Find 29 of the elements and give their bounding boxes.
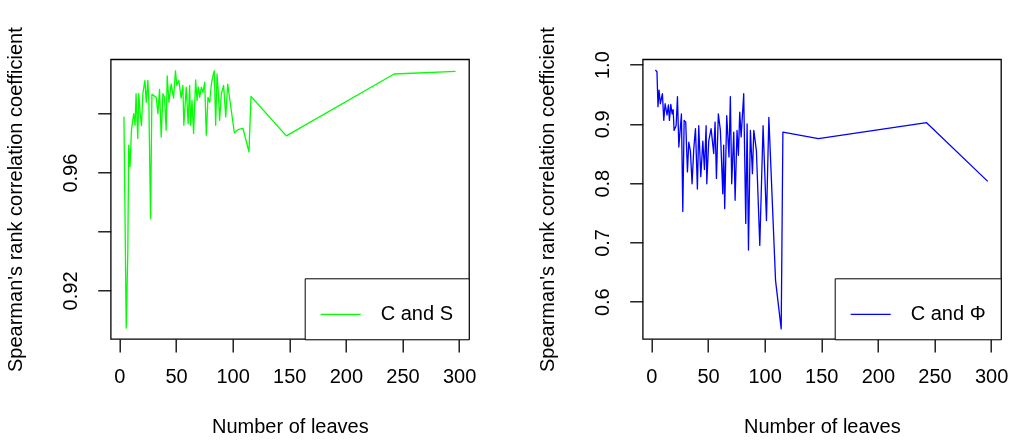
x-tick-label: 200 <box>329 364 364 387</box>
line-series <box>654 69 989 330</box>
x-tick-label: 150 <box>805 364 839 387</box>
y-axis-title: Spearman's rank correlation coefficient <box>536 26 559 373</box>
y-tick-label: 0.7 <box>591 229 614 257</box>
x-tick-label: 100 <box>748 364 782 387</box>
legend-label: C and S <box>380 302 453 325</box>
x-tick-label: 100 <box>216 364 250 387</box>
y-tick-label: 1.0 <box>591 51 614 80</box>
y-tick-label: 0.6 <box>591 288 614 317</box>
x-axis-title: Number of leaves <box>211 414 369 437</box>
x-tick-label: 0 <box>646 364 658 387</box>
x-tick-label: 300 <box>974 364 1009 387</box>
y-axis-title: Spearman's rank correlation coefficient <box>4 26 27 373</box>
x-tick-label: 0 <box>114 364 126 387</box>
line-series <box>123 70 457 329</box>
y-tick-label: 0.92 <box>59 271 82 311</box>
legend-label: C and Φ <box>910 302 986 325</box>
x-tick-label: 200 <box>861 364 896 387</box>
x-tick-label: 50 <box>165 364 188 387</box>
y-tick-label: 0.9 <box>591 110 614 139</box>
x-tick-label: 50 <box>697 364 720 387</box>
x-axis-title: Number of leaves <box>743 414 901 437</box>
x-tick-label: 250 <box>918 364 952 387</box>
y-tick-label: 0.8 <box>591 169 614 198</box>
y-tick-label: 0.96 <box>59 153 82 193</box>
x-tick-label: 300 <box>442 364 477 387</box>
x-tick-label: 150 <box>273 364 307 387</box>
x-tick-label: 250 <box>386 364 420 387</box>
